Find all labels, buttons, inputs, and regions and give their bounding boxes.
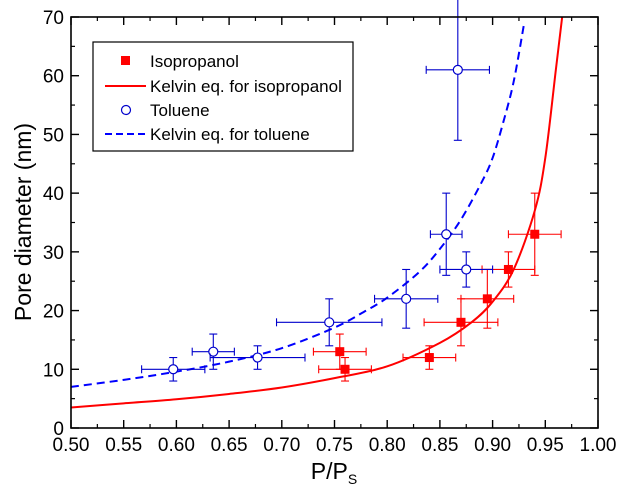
marker-square bbox=[456, 317, 466, 327]
x-tick-label: 0.65 bbox=[211, 435, 248, 456]
marker-square bbox=[340, 364, 350, 374]
x-tick-label: 0.80 bbox=[369, 435, 406, 456]
x-tick-label: 0.50 bbox=[53, 435, 90, 456]
x-axis-label-main: P/P bbox=[311, 458, 348, 484]
marker-circle bbox=[452, 64, 463, 75]
marker-circle bbox=[401, 293, 412, 304]
marker-circle bbox=[441, 229, 452, 240]
marker-circle bbox=[168, 364, 179, 375]
y-tick-label: 50 bbox=[43, 125, 64, 146]
plot-content bbox=[71, 0, 564, 409]
y-tick-label: 20 bbox=[43, 302, 64, 323]
x-tick-label: 0.75 bbox=[316, 435, 353, 456]
data-point-toluene bbox=[425, 0, 490, 141]
x-tick-label: 0.95 bbox=[527, 435, 564, 456]
x-axis-label: P/PS bbox=[311, 458, 357, 487]
legend-marker-isopropanol bbox=[121, 56, 130, 65]
data-point-toluene bbox=[191, 333, 235, 370]
data-point-isopropanol bbox=[312, 333, 367, 370]
y-tick-label: 40 bbox=[43, 184, 64, 205]
data-point-toluene bbox=[141, 356, 206, 382]
data-point-isopropanol bbox=[402, 345, 457, 370]
axis-ticks: 0.50 0.55 0.60 0.65 0.70 0.75 0.80 0.85 0.90 0.95… bbox=[43, 8, 617, 456]
data-point-isopropanol bbox=[423, 298, 499, 347]
y-tick-label: 30 bbox=[43, 243, 64, 264]
x-tick-label: 0.55 bbox=[105, 435, 142, 456]
y-tick-label: 10 bbox=[43, 360, 64, 381]
marker-circle bbox=[461, 264, 472, 275]
marker-circle bbox=[252, 352, 263, 363]
marker-square bbox=[424, 353, 434, 363]
x-tick-label: 0.60 bbox=[158, 435, 195, 456]
x-tick-label: 1.00 bbox=[580, 435, 617, 456]
curve-kelvin-eq-for-isopropanol bbox=[71, 17, 564, 409]
legend-box bbox=[92, 41, 354, 152]
data-point-isopropanol bbox=[507, 192, 562, 276]
marker-square bbox=[503, 264, 513, 274]
legend: Isopropanol Kelvin eq. for isopropanol T… bbox=[92, 41, 354, 152]
data-point-isopropanol bbox=[460, 268, 515, 329]
y-tick-label: 60 bbox=[43, 67, 64, 88]
marker-square bbox=[482, 294, 492, 304]
data-point-isopropanol bbox=[318, 356, 372, 382]
data-point-toluene bbox=[429, 192, 463, 276]
data-point-toluene bbox=[209, 345, 306, 370]
legend-marker-toluene bbox=[120, 104, 132, 116]
marker-square bbox=[335, 347, 345, 357]
y-tick-label: 70 bbox=[43, 8, 64, 29]
legend-label-kelvin-toluene: Kelvin eq. for toluene bbox=[150, 125, 310, 144]
x-axis-label-subscript: S bbox=[348, 471, 357, 487]
legend-label-toluene: Toluene bbox=[150, 101, 210, 120]
data-point-toluene bbox=[374, 268, 439, 329]
marker-circle bbox=[208, 346, 219, 357]
x-tick-label: 0.90 bbox=[474, 435, 511, 456]
marker-square bbox=[530, 229, 540, 239]
x-tick-label: 0.70 bbox=[263, 435, 300, 456]
curve-kelvin-eq-for-toluene bbox=[71, 22, 526, 388]
y-tick-label: 0 bbox=[53, 419, 64, 440]
x-tick-label: 0.85 bbox=[421, 435, 458, 456]
data-point-toluene bbox=[275, 298, 383, 347]
legend-label-kelvin-isopropanol: Kelvin eq. for isopropanol bbox=[150, 77, 342, 96]
marker-circle bbox=[324, 317, 335, 328]
legend-label-isopropanol: Isopropanol bbox=[150, 52, 239, 71]
data-point-toluene bbox=[439, 251, 494, 288]
y-axis-label: Pore diameter (nm) bbox=[10, 123, 36, 321]
